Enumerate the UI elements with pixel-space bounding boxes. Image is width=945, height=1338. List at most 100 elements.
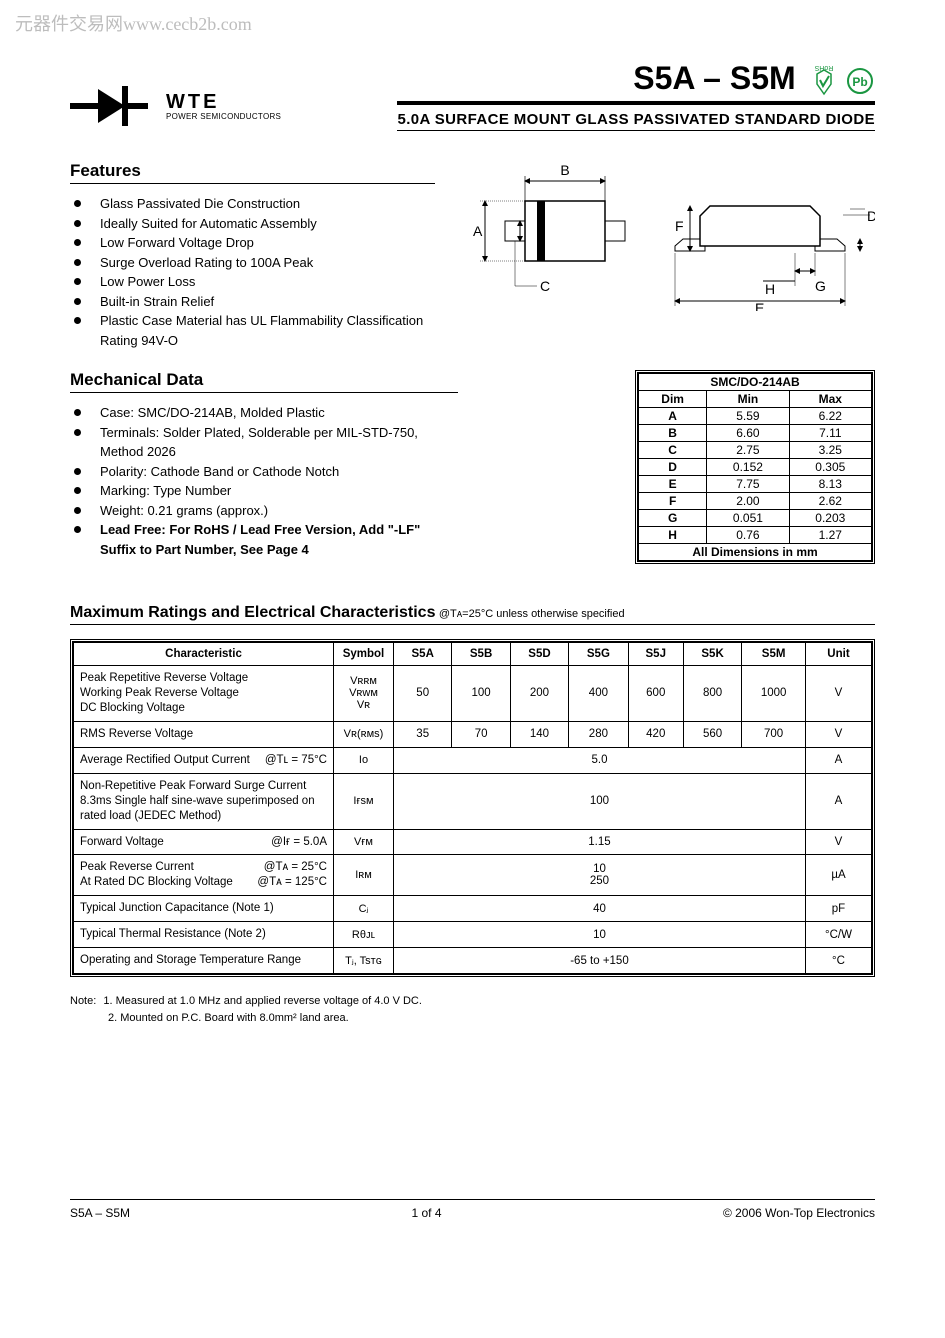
symbol-cell: Iғsᴍ — [334, 773, 394, 829]
package-diagram: B A C — [465, 161, 875, 311]
dim-cell: 0.76 — [707, 527, 789, 544]
footer-left: S5A – S5M — [70, 1206, 130, 1220]
value-span-cell: 10250 — [394, 855, 806, 896]
dim-label-d: D — [867, 208, 875, 224]
footer-right: © 2006 Won-Top Electronics — [723, 1206, 875, 1220]
ratings-header-cell: S5M — [742, 643, 806, 666]
mechanical-list: Case: SMC/DO-214AB, Molded PlasticTermin… — [70, 403, 458, 559]
unit-cell: µA — [805, 855, 871, 896]
value-cell: 50 — [394, 666, 452, 722]
dim-cell: 0.203 — [789, 510, 871, 527]
mechanical-item: Weight: 0.21 grams (approx.) — [70, 501, 458, 521]
page-footer: S5A – S5M 1 of 4 © 2006 Won-Top Electron… — [70, 1199, 875, 1220]
notes-block: Note: 1. Measured at 1.0 MHz and applied… — [70, 993, 875, 1026]
unit-cell: V — [805, 721, 871, 747]
dim-cell: 5.59 — [707, 408, 789, 425]
feature-item: Ideally Suited for Automatic Assembly — [70, 214, 435, 234]
logo: WTE POWER SEMICONDUCTORS — [70, 81, 281, 131]
ratings-row: Average Rectified Output Current@Tʟ = 75… — [74, 747, 872, 773]
ratings-row: Operating and Storage Temperature RangeT… — [74, 948, 872, 974]
characteristic-cell: Operating and Storage Temperature Range — [74, 948, 334, 974]
features-list: Glass Passivated Die ConstructionIdeally… — [70, 194, 435, 350]
dim-row: A5.596.22 — [639, 408, 872, 425]
value-cell: 70 — [452, 721, 510, 747]
dim-row: E7.758.13 — [639, 476, 872, 493]
value-cell: 280 — [569, 721, 628, 747]
feature-item: Low Forward Voltage Drop — [70, 233, 435, 253]
ratings-header-cell: Characteristic — [74, 643, 334, 666]
value-span-cell: 10 — [394, 922, 806, 948]
mechanical-item: Marking: Type Number — [70, 481, 458, 501]
dim-label-e: E — [755, 300, 764, 311]
dim-label-b: B — [560, 162, 569, 178]
dim-cell: 2.62 — [789, 493, 871, 510]
feature-item: Low Power Loss — [70, 272, 435, 292]
dim-cell: 6.22 — [789, 408, 871, 425]
value-cell: 140 — [510, 721, 568, 747]
ratings-row: Peak Reverse Current@Tᴀ = 25°CAt Rated D… — [74, 855, 872, 896]
logo-tagline: POWER SEMICONDUCTORS — [166, 113, 281, 122]
ratings-row: Forward Voltage@Iғ = 5.0AVғᴍ1.15V — [74, 829, 872, 855]
characteristic-cell: Peak Reverse Current@Tᴀ = 25°CAt Rated D… — [74, 855, 334, 896]
note-item: 2. Mounted on P.C. Board with 8.0mm² lan… — [108, 1010, 875, 1027]
characteristic-cell: Forward Voltage@Iғ = 5.0A — [74, 829, 334, 855]
characteristic-cell: Non-Repetitive Peak Forward Surge Curren… — [74, 773, 334, 829]
value-span-cell: 1.15 — [394, 829, 806, 855]
dim-label-g: G — [815, 278, 826, 294]
dim-cell: 6.60 — [707, 425, 789, 442]
value-cell: 1000 — [742, 666, 806, 722]
package-side-view-icon: F D H G E — [655, 161, 875, 311]
dim-label-f: F — [675, 218, 684, 234]
dim-row: F2.002.62 — [639, 493, 872, 510]
ratings-header-cell: S5A — [394, 643, 452, 666]
part-number-title: S5A – S5M — [633, 60, 795, 97]
characteristic-cell: RMS Reverse Voltage — [74, 721, 334, 747]
dim-cell: G — [639, 510, 707, 527]
value-cell: 200 — [510, 666, 568, 722]
symbol-cell: Iʀᴍ — [334, 855, 394, 896]
dim-row: H0.761.27 — [639, 527, 872, 544]
page-header: WTE POWER SEMICONDUCTORS S5A – S5M RoHS … — [70, 60, 875, 131]
dim-cell: F — [639, 493, 707, 510]
dim-cell: 7.11 — [789, 425, 871, 442]
mechanical-item: Terminals: Solder Plated, Solderable per… — [70, 423, 458, 462]
value-span-cell: -65 to +150 — [394, 948, 806, 974]
ratings-header-cell: Unit — [805, 643, 871, 666]
notes-prefix: Note: — [70, 995, 96, 1007]
features-heading: Features — [70, 161, 435, 184]
dim-cell: 0.051 — [707, 510, 789, 527]
feature-item: Plastic Case Material has UL Flammabilit… — [70, 311, 435, 350]
ratings-header-cell: S5G — [569, 643, 628, 666]
dim-cell: D — [639, 459, 707, 476]
mechanical-item: Polarity: Cathode Band or Cathode Notch — [70, 462, 458, 482]
dim-row: D0.1520.305 — [639, 459, 872, 476]
symbol-cell: VʀʀᴍVʀᴡᴍVʀ — [334, 666, 394, 722]
dim-cell: E — [639, 476, 707, 493]
dim-header-cell: Min — [707, 391, 789, 408]
characteristic-cell: Typical Thermal Resistance (Note 2) — [74, 922, 334, 948]
symbol-cell: Vʀ(ʀᴍs) — [334, 721, 394, 747]
logo-brand: WTE — [166, 91, 281, 113]
dim-row: G0.0510.203 — [639, 510, 872, 527]
dim-header-cell: Max — [789, 391, 871, 408]
characteristic-cell: Peak Repetitive Reverse VoltageWorking P… — [74, 666, 334, 722]
ratings-row: Typical Thermal Resistance (Note 2)Rθᴊʟ1… — [74, 922, 872, 948]
ratings-heading: Maximum Ratings and Electrical Character… — [70, 604, 435, 621]
dim-cell: 0.152 — [707, 459, 789, 476]
dim-row: C2.753.25 — [639, 442, 872, 459]
characteristic-cell: Average Rectified Output Current@Tʟ = 75… — [74, 747, 334, 773]
symbol-cell: Cⱼ — [334, 896, 394, 922]
dim-header-cell: Dim — [639, 391, 707, 408]
ratings-header-cell: S5D — [510, 643, 568, 666]
dim-row: B6.607.11 — [639, 425, 872, 442]
unit-cell: °C — [805, 948, 871, 974]
feature-item: Built-in Strain Relief — [70, 292, 435, 312]
unit-cell: V — [805, 666, 871, 722]
dim-cell: C — [639, 442, 707, 459]
dim-footer: All Dimensions in mm — [639, 544, 872, 561]
ratings-row: RMS Reverse VoltageVʀ(ʀᴍs)35701402804205… — [74, 721, 872, 747]
mechanical-item: Case: SMC/DO-214AB, Molded Plastic — [70, 403, 458, 423]
dim-cell: 2.00 — [707, 493, 789, 510]
rohs-badge-icon: RoHS — [809, 62, 839, 96]
product-subtitle: 5.0A SURFACE MOUNT GLASS PASSIVATED STAN… — [397, 111, 875, 128]
